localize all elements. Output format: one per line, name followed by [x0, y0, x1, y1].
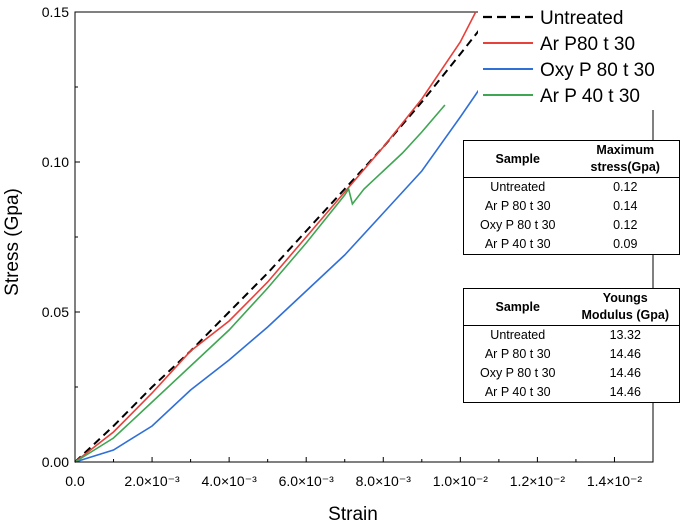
sample-cell: Ar P 40 t 30	[484, 237, 551, 251]
x-tick-label: 8.0×10⁻³	[356, 473, 412, 489]
sample-cell: Ar P 40 t 30	[484, 385, 551, 399]
table-row: Untreated 13.32	[464, 326, 679, 346]
series-line-ar-p80-t-30	[74, 11, 477, 463]
x-tick-label: 1.0×10⁻²	[433, 473, 489, 489]
x-tick-label: 1.2×10⁻²	[510, 473, 566, 489]
x-tick-label: 4.0×10⁻³	[202, 473, 258, 489]
table-row: Untreated 0.12	[464, 178, 679, 198]
legend-label: Ar P 40 t 30	[540, 86, 640, 107]
value-cell: 0.12	[613, 180, 638, 194]
table-row: Ar P 40 t 30 14.46	[464, 383, 679, 402]
table-row: Ar P 80 t 30 14.46	[464, 345, 679, 364]
value-cell: 0.14	[613, 199, 638, 213]
youngs-modulus-header: Youngs Modulus (Gpa)	[581, 291, 670, 322]
legend: Untreated Ar P80 t 30 Oxy P 80 t 30 Ar P 40…	[478, 4, 675, 110]
sample-cell: Untreated	[490, 180, 546, 194]
series-line-untreated	[74, 14, 492, 463]
series-line-oxy-p-80-t-30	[74, 71, 492, 463]
legend-label: Oxy P 80 t 30	[540, 60, 655, 81]
table-row: Oxy P 80 t 30 14.46	[464, 364, 679, 383]
value-cell: 0.09	[613, 237, 638, 251]
series-line-ar-p-40-t-30	[74, 104, 446, 463]
legend-label: Untreated	[540, 8, 623, 29]
sample-header: Sample	[495, 151, 540, 166]
x-tick-label: 0.0	[65, 473, 85, 489]
sample-cell: Oxy P 80 t 30	[479, 218, 556, 232]
max-stress-table: Sample Maximum stress(Gpa) Untreated 0.1…	[463, 140, 680, 255]
youngs-modulus-table: Sample Youngs Modulus (Gpa) Untreated 13…	[463, 288, 680, 403]
table-header-row: Sample Maximum stress(Gpa)	[464, 141, 679, 178]
table-row: Oxy P 80 t 30 0.12	[464, 216, 679, 235]
x-axis-title: Strain	[328, 504, 378, 525]
legend-label: Ar P80 t 30	[540, 34, 635, 55]
sample-cell: Ar P 80 t 30	[484, 347, 551, 361]
legend-background	[478, 4, 675, 110]
max-stress-header: Maximum stress(Gpa)	[590, 143, 660, 174]
sample-cell: Untreated	[490, 328, 546, 342]
y-tick-label: 0.15	[42, 4, 69, 20]
value-cell: 14.46	[609, 385, 641, 399]
y-tick-label: 0.10	[42, 154, 69, 170]
y-tick-label: 0.00	[42, 454, 69, 470]
y-tick-label: 0.05	[42, 304, 69, 320]
value-cell: 14.46	[609, 347, 641, 361]
sample-header: Sample	[495, 299, 540, 314]
table-header-row: Sample Youngs Modulus (Gpa)	[464, 289, 679, 326]
table-row: Ar P 80 t 30 0.14	[464, 197, 679, 216]
x-tick-label: 6.0×10⁻³	[279, 473, 335, 489]
x-tick-label: 1.4×10⁻²	[587, 473, 643, 489]
sample-cell: Oxy P 80 t 30	[479, 366, 556, 380]
axes-layer: 0.0 2.0×10⁻³ 4.0×10⁻³ 6.0×10⁻³ 8.0×10⁻³ 1.0×1…	[42, 4, 643, 489]
series-layer	[74, 11, 492, 463]
value-cell: 14.46	[609, 366, 641, 380]
sample-cell: Ar P 80 t 30	[484, 199, 551, 213]
x-tick-label: 2.0×10⁻³	[124, 473, 180, 489]
table-row: Ar P 40 t 30 0.09	[464, 235, 679, 254]
value-cell: 0.12	[613, 218, 638, 232]
value-cell: 13.32	[609, 328, 641, 342]
y-axis-title: Stress (Gpa)	[2, 188, 23, 296]
